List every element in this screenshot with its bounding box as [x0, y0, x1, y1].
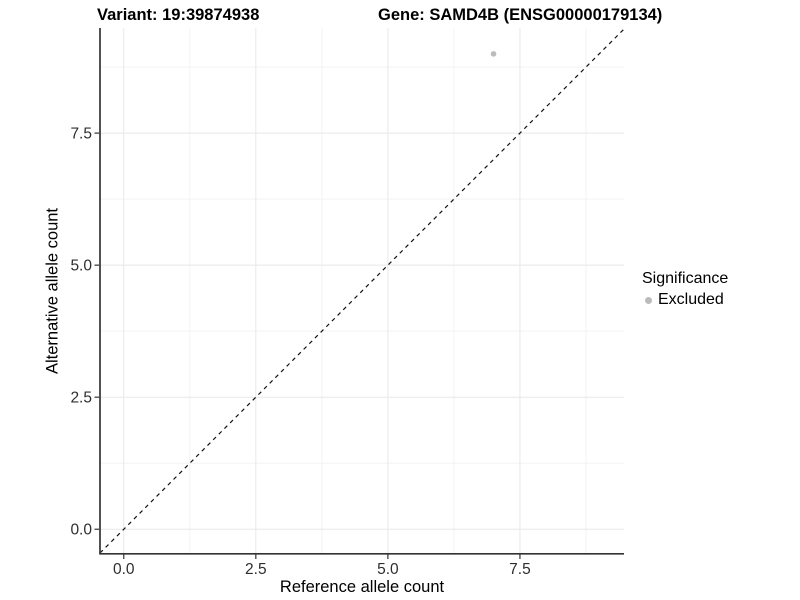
- y-tick-label: 7.5: [70, 126, 92, 143]
- variant-title: Variant: 19:39874938: [97, 6, 260, 24]
- y-tick-label: 5.0: [70, 258, 92, 275]
- gene-title: Gene: SAMD4B (ENSG00000179134): [378, 6, 663, 24]
- legend-point-icon: [645, 296, 652, 304]
- legend-title: Significance: [642, 270, 729, 287]
- legend: Significance Excluded: [642, 270, 728, 309]
- y-tick-label: 0.0: [70, 522, 92, 539]
- x-tick-label: 7.5: [509, 561, 531, 578]
- legend-item-excluded: Excluded: [645, 291, 728, 309]
- x-tick-label: 5.0: [377, 561, 399, 578]
- legend-item-label: Excluded: [658, 291, 724, 308]
- y-tick-label: 2.5: [70, 390, 92, 407]
- y-axis-title: Alternative allele count: [43, 207, 62, 375]
- x-axis-title: Reference allele count: [279, 578, 445, 596]
- x-tick-label: 2.5: [245, 561, 267, 578]
- data-point: [490, 51, 497, 57]
- x-tick-label: 0.0: [113, 561, 135, 578]
- identity-dashed-line: [99, 28, 625, 554]
